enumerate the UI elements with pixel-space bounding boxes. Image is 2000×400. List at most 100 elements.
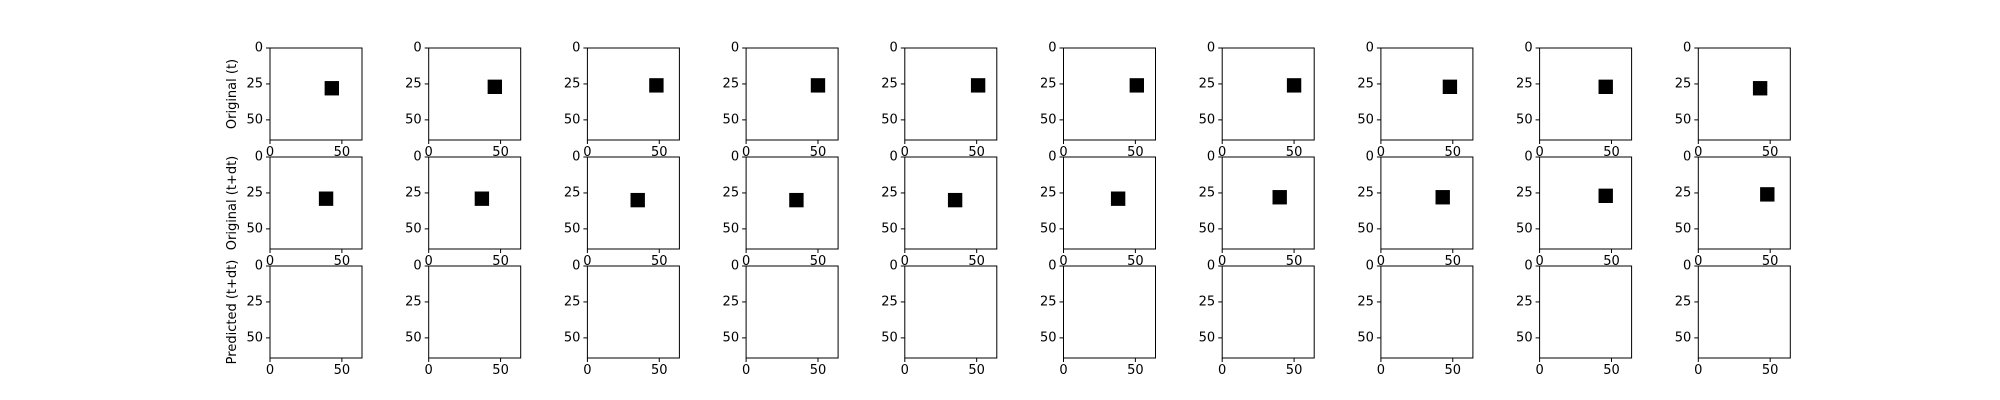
axes-frame [586,156,680,250]
panel-original-t-dt-3: 0 25 50 0 50 [564,150,680,269]
y-tick-label: 0 [413,41,421,56]
x-tick-label: 50 [1127,254,1144,269]
y-tick-label: 0 [1683,150,1691,165]
square-marker [789,192,804,208]
panel-original-t-dt-8: 0 25 50 0 50 [1357,150,1474,269]
y-tick-label: 50 [246,221,263,236]
y-tick-label: 25 [1040,76,1057,91]
square-marker [474,191,490,206]
x-tick-label: 0 [1535,145,1543,160]
x-tick-label: 0 [425,254,433,269]
image-background [587,266,680,358]
y-tick-label: 50 [1040,112,1057,127]
x-tick-label: 50 [1445,254,1462,269]
image-background [1063,266,1156,358]
x-tick-label: 0 [1535,254,1543,269]
y-tick-label: 25 [881,294,898,309]
x-tick-label: 0 [901,254,909,269]
axes-frame [904,47,998,141]
axes-frame [428,156,522,250]
y-tick-label: 50 [723,221,740,236]
y-tick-label: 50 [564,112,581,127]
y-tick-label: 0 [572,41,580,56]
x-tick-label: 50 [334,145,351,160]
panel-original-t-dt-1: 0 25 50 0 50 [246,150,363,269]
y-tick-label: 25 [723,294,740,309]
y-tick-label: 50 [564,221,581,236]
panel-predicted-t-dt-7: 0 25 50 0 50 [1199,259,1315,378]
panel-original-t-3: 0 25 50 0 50 [564,41,680,160]
y-tick-label: 0 [1207,259,1215,274]
x-tick-label: 0 [425,363,433,378]
axes-frame [1063,47,1156,141]
x-tick-label: 0 [1218,363,1226,378]
y-tick-label: 25 [246,185,263,200]
panel-original-t-6: 0 25 50 0 50 [1040,41,1156,160]
panel-original-t-dt-7: 0 25 50 0 50 [1199,150,1315,269]
y-tick-label: 50 [1675,112,1692,127]
image-background [1222,157,1315,249]
x-tick-label: 50 [1286,145,1303,160]
y-tick-label: 50 [1199,221,1216,236]
y-tick-label: 50 [1516,330,1533,345]
x-tick-label: 50 [334,254,351,269]
image-background [1698,266,1791,358]
y-tick-label: 25 [1675,185,1692,200]
square-marker [1286,78,1302,93]
image-background [1380,266,1473,358]
image-background [428,266,521,358]
panel-original-t-dt-9: 0 25 50 0 50 [1516,150,1633,269]
y-tick-label: 0 [1048,259,1056,274]
y-tick-label: 0 [1366,150,1374,165]
x-tick-label: 0 [1694,363,1702,378]
square-marker [1752,81,1768,96]
x-tick-label: 0 [1694,145,1702,160]
x-tick-label: 50 [1603,363,1620,378]
image-background [428,48,521,140]
axes-frame [1063,156,1156,250]
y-tick-label: 25 [1040,185,1057,200]
axes-frame [269,156,363,250]
y-tick-label: 25 [1516,294,1533,309]
image-background [1380,157,1473,249]
y-tick-label: 0 [890,150,898,165]
panel-predicted-t-dt-9: 0 25 50 0 50 [1516,259,1633,378]
axes-frame [1539,156,1633,250]
y-tick-label: 25 [1040,294,1057,309]
y-tick-label: 25 [405,185,422,200]
x-tick-label: 0 [742,363,750,378]
x-tick-label: 50 [651,145,668,160]
axes-frame [1380,47,1474,141]
x-tick-label: 0 [1377,145,1385,160]
x-tick-label: 50 [810,145,827,160]
y-tick-label: 50 [405,221,422,236]
y-tick-label: 25 [881,185,898,200]
x-tick-label: 0 [1059,145,1067,160]
x-tick-label: 0 [742,254,750,269]
image-background [1222,266,1315,358]
x-tick-label: 50 [1286,363,1303,378]
y-tick-label: 25 [1675,76,1692,91]
y-tick-label: 25 [723,185,740,200]
x-tick-label: 0 [742,145,750,160]
y-tick-label: 25 [1675,294,1692,309]
y-tick-label: 50 [246,330,263,345]
y-tick-label: 25 [1516,76,1533,91]
x-tick-label: 50 [1445,145,1462,160]
y-tick-label: 50 [1675,330,1692,345]
x-tick-label: 0 [1218,254,1226,269]
y-tick-label: 0 [890,41,898,56]
axes-frame [1539,265,1633,359]
image-background [904,48,997,140]
y-tick-label: 0 [1048,41,1056,56]
panel-original-t-7: 0 25 50 0 50 [1199,41,1315,160]
x-tick-label: 0 [1059,363,1067,378]
y-tick-label: 50 [1040,330,1057,345]
y-tick-label: 50 [881,221,898,236]
panel-original-t-dt-10: 0 25 50 0 50 [1675,150,1791,269]
x-tick-label: 0 [901,363,909,378]
y-tick-label: 50 [1040,221,1057,236]
axes-frame [1221,156,1315,250]
panel-predicted-t-dt-6: 0 25 50 0 50 [1040,259,1156,378]
